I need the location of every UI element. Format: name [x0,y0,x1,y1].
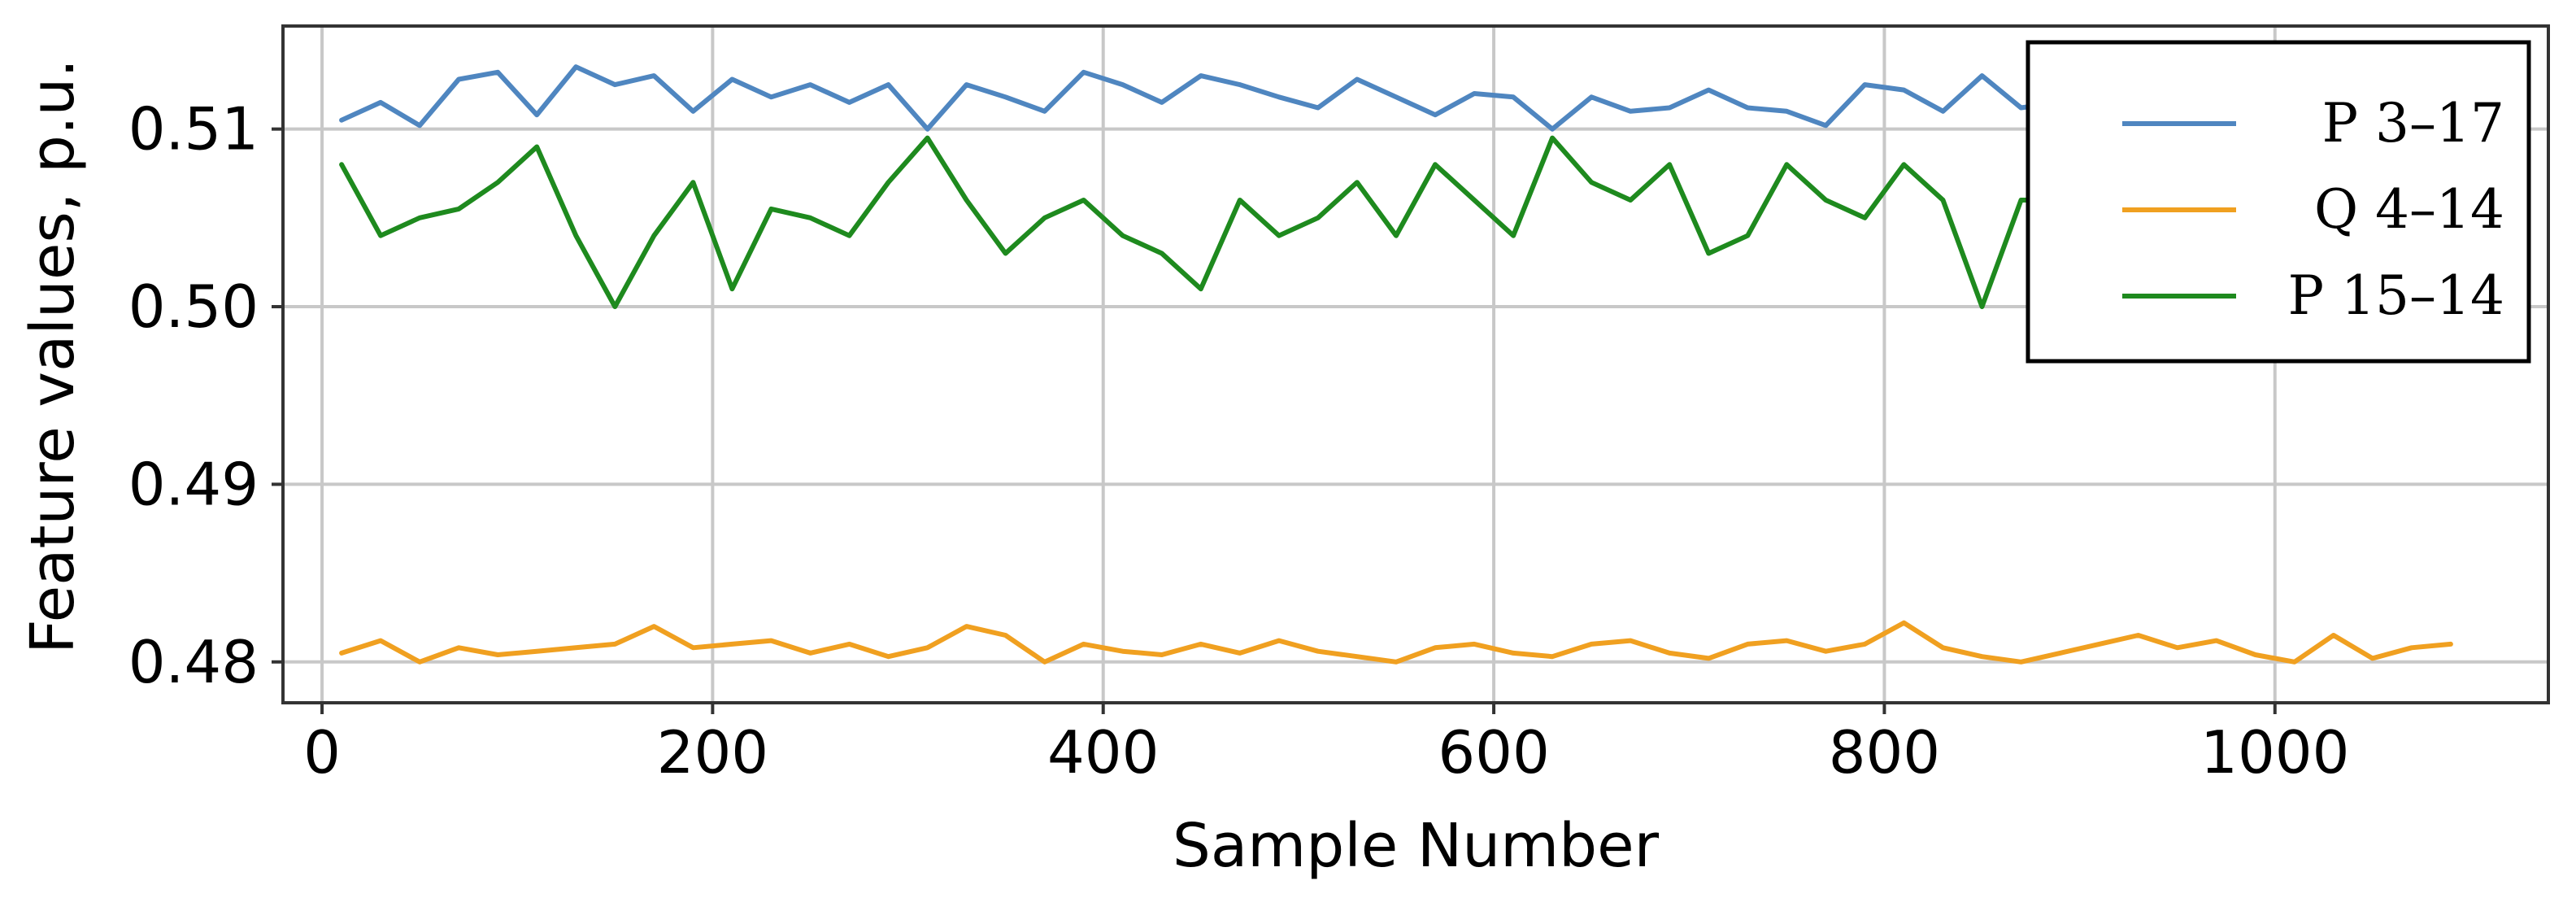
y-tick-label-0: 0.48 [128,628,259,696]
x-tick-label-4: 800 [1829,718,1940,787]
y-tick-label-1: 0.49 [128,450,259,518]
x-tick-label-3: 600 [1438,718,1549,787]
x-tick-label-0: 0 [303,718,341,787]
y-tick-label-2: 0.50 [128,272,259,341]
legend-label-1: Q 4–14 [2314,178,2504,241]
x-axis-title: Sample Number [1173,811,1660,881]
y-tick-label-3: 0.51 [128,95,259,163]
plot-frame [281,24,2550,704]
x-tick-label-5: 1000 [2200,718,2349,787]
legend-box [2026,40,2531,364]
legend-label-0: P 3–17 [2322,92,2504,155]
x-tick-label-1: 200 [657,718,768,787]
legend: P 3–17 Q 4–14 P 15–14 [2026,40,2531,364]
series-line-1 [339,620,2453,665]
x-tick-label-2: 400 [1047,718,1159,787]
legend-label-2: P 15–14 [2288,264,2504,327]
y-axis-ticks: 0.48 0.49 0.50 0.51 [128,95,283,696]
x-axis-ticks: 0 200 400 600 800 1000 [303,703,2349,787]
y-axis-title: Feature values, p.u. [18,59,88,654]
